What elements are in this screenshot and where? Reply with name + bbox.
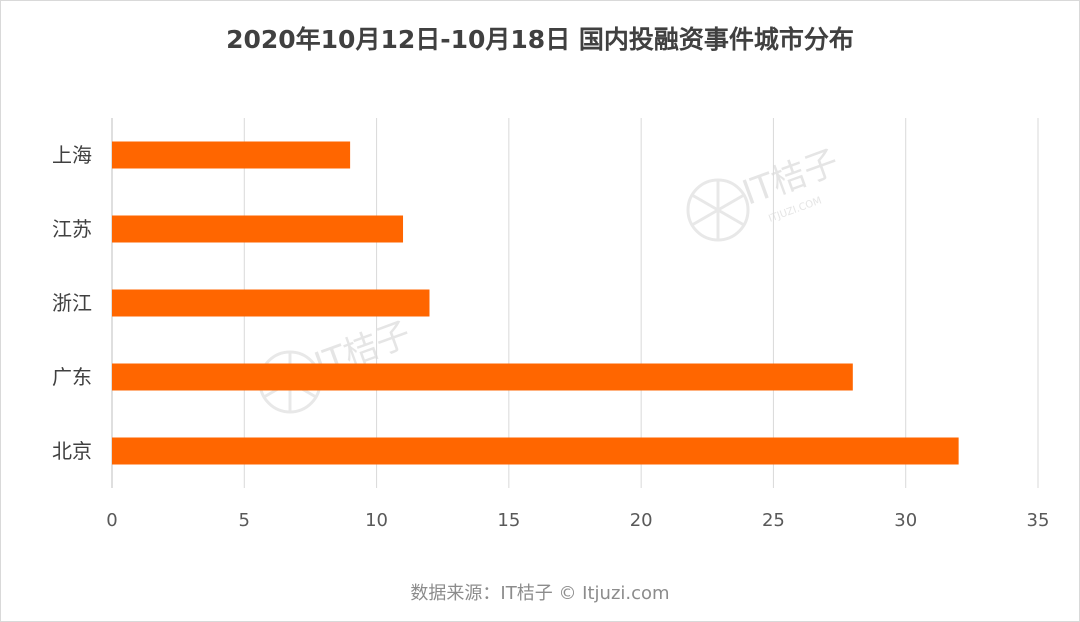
x-tick-labels: 0 5 10 15 20 25 30 35 [106,510,1049,531]
category-label: 浙江 [52,291,92,315]
x-tick-label: 30 [894,510,917,531]
bar-浙江 [112,289,430,317]
chart-title: 2020年10月12日-10月18日 国内投融资事件城市分布 [226,25,854,54]
x-tick-label: 25 [762,510,785,531]
watermark-brand: IT桔子 [737,142,844,213]
x-tick-label: 10 [365,510,388,531]
x-tick-label: 5 [239,510,250,531]
watermark-logo-spokes-icon [691,180,745,240]
x-tick-label: 20 [630,510,653,531]
x-tick-label: 35 [1027,510,1050,531]
bars [112,141,959,465]
bar-上海 [112,141,351,169]
bar-北京 [112,437,959,465]
x-tick-label: 0 [106,510,117,531]
x-tick-label: 15 [497,510,520,531]
category-label: 江苏 [52,217,92,241]
category-label: 北京 [52,439,92,463]
category-label: 广东 [52,365,92,389]
bar-江苏 [112,215,404,243]
category-label: 上海 [52,143,92,167]
data-source: 数据来源：IT桔子 © Itjuzi.com [410,583,670,604]
bar-广东 [112,363,853,391]
